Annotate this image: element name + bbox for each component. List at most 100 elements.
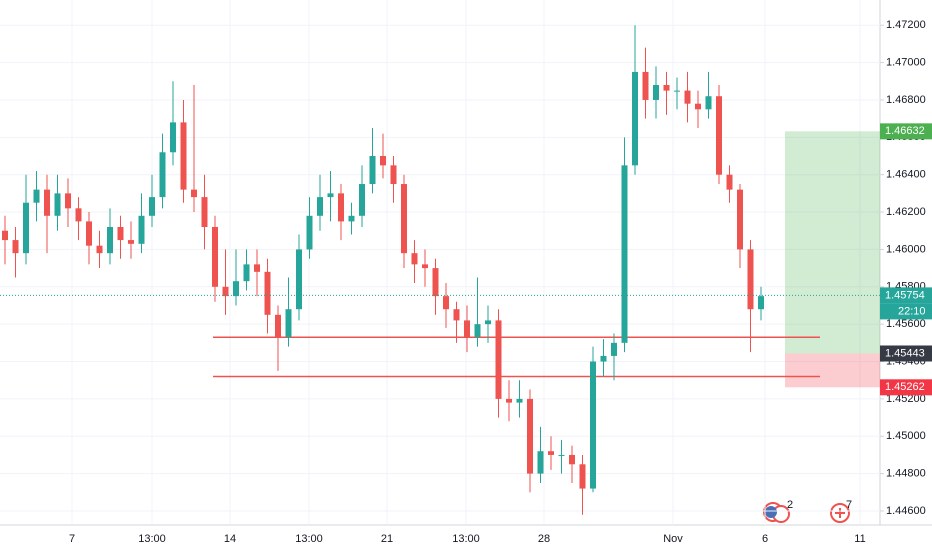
event-count: 7: [846, 499, 852, 511]
y-tick-label: 1.46800: [886, 94, 926, 106]
target-zone: [785, 131, 880, 354]
x-tick-label: 13:00: [138, 533, 166, 545]
candle-body: [474, 324, 481, 338]
candle-body: [537, 451, 544, 474]
candle-body: [611, 342, 617, 356]
x-tick-label: 28: [538, 533, 550, 545]
candle-body: [191, 189, 197, 198]
x-tick-label: 14: [224, 533, 236, 545]
candle-body: [716, 96, 722, 175]
candle-body: [705, 96, 712, 110]
candle-body: [348, 215, 355, 222]
candle-body: [317, 197, 323, 216]
candle-body: [233, 281, 239, 297]
candle-body: [254, 264, 260, 272]
candle-body: [390, 165, 397, 185]
candle-body: [579, 464, 586, 489]
event-icon[interactable]: 2: [763, 499, 793, 523]
candle-body: [338, 193, 344, 222]
candle-body: [138, 215, 145, 244]
candle-body: [201, 197, 208, 228]
target-label-box: [880, 123, 932, 140]
stop-label-box: [880, 379, 932, 396]
target-label: 1.46632: [885, 125, 925, 137]
candle-body: [65, 193, 71, 209]
candle-body: [2, 230, 8, 241]
candle-body: [684, 90, 691, 104]
candle-body: [600, 355, 607, 362]
candle-body: [117, 227, 124, 241]
event-flag: [835, 508, 845, 518]
stop-zone: [785, 353, 880, 388]
candle-body: [222, 286, 229, 297]
candle-body: [674, 90, 680, 92]
y-tick-label: 1.46400: [886, 169, 926, 181]
x-tick-label: 6: [762, 533, 768, 545]
grid: [0, 0, 880, 525]
candle-body: [422, 264, 428, 269]
candle-body: [506, 398, 512, 403]
y-tick-label: 1.45200: [886, 393, 926, 405]
x-tick-label: 13:00: [295, 533, 323, 545]
candle-body: [12, 240, 19, 254]
candle-body: [642, 71, 649, 100]
candle-body: [306, 215, 313, 250]
candle-body: [443, 296, 449, 310]
candle-body: [401, 184, 407, 254]
candle-body: [621, 165, 628, 343]
event-icon[interactable]: 7: [830, 499, 852, 523]
candle-body: [527, 398, 533, 474]
candle-body: [548, 451, 554, 455]
y-tick-label: 1.47200: [886, 19, 926, 31]
candle-body: [464, 320, 470, 338]
candle-body: [632, 71, 638, 166]
event-flag: [765, 506, 777, 518]
candle-body: [86, 221, 92, 246]
candle-body: [516, 398, 523, 403]
candle-body: [23, 202, 29, 254]
candle-body: [327, 193, 334, 198]
price-label-box: [880, 287, 932, 304]
candle-body: [369, 156, 376, 185]
y-tick-label: 1.45000: [886, 430, 926, 442]
candle-body: [380, 156, 386, 166]
candle-body: [149, 197, 155, 216]
y-tick-label: 1.44800: [886, 468, 926, 480]
x-tick-label: Nov: [663, 533, 683, 545]
candle-body: [212, 227, 218, 287]
candle-body: [75, 208, 82, 222]
candle-body: [54, 193, 61, 216]
event-count: 2: [787, 499, 793, 511]
x-tick-label: 13:00: [452, 533, 480, 545]
y-tick-label: 1.46200: [886, 206, 926, 218]
entry-label: 1.45443: [885, 347, 925, 359]
candle-body: [264, 271, 271, 315]
candle-body: [128, 240, 134, 244]
countdown: 22:10: [898, 305, 926, 317]
candle-body: [590, 361, 596, 489]
candle-body: [695, 103, 701, 110]
candle-body: [663, 85, 670, 91]
candle-body: [495, 320, 502, 399]
candle-body: [96, 245, 103, 254]
candle-body: [170, 122, 176, 153]
entry-label-box: [880, 345, 932, 362]
candle-body: [296, 249, 302, 310]
countdown-box: [880, 303, 932, 320]
x-tick-label: 21: [381, 533, 393, 545]
candle-body: [359, 184, 365, 216]
candle-body: [485, 320, 491, 325]
x-tick-label: 7: [69, 533, 75, 545]
y-tick-label: 1.44600: [886, 505, 926, 517]
y-tick-label: 1.45600: [886, 318, 926, 330]
candle-body: [653, 85, 659, 100]
candle-body: [726, 174, 733, 190]
price-label: 1.45754: [885, 289, 925, 301]
candle-body: [33, 189, 40, 203]
y-tick-label: 1.46000: [886, 243, 926, 255]
candle-body: [285, 309, 292, 338]
candle-body: [558, 454, 565, 456]
candle-body: [159, 152, 166, 198]
candle-body: [569, 454, 575, 465]
